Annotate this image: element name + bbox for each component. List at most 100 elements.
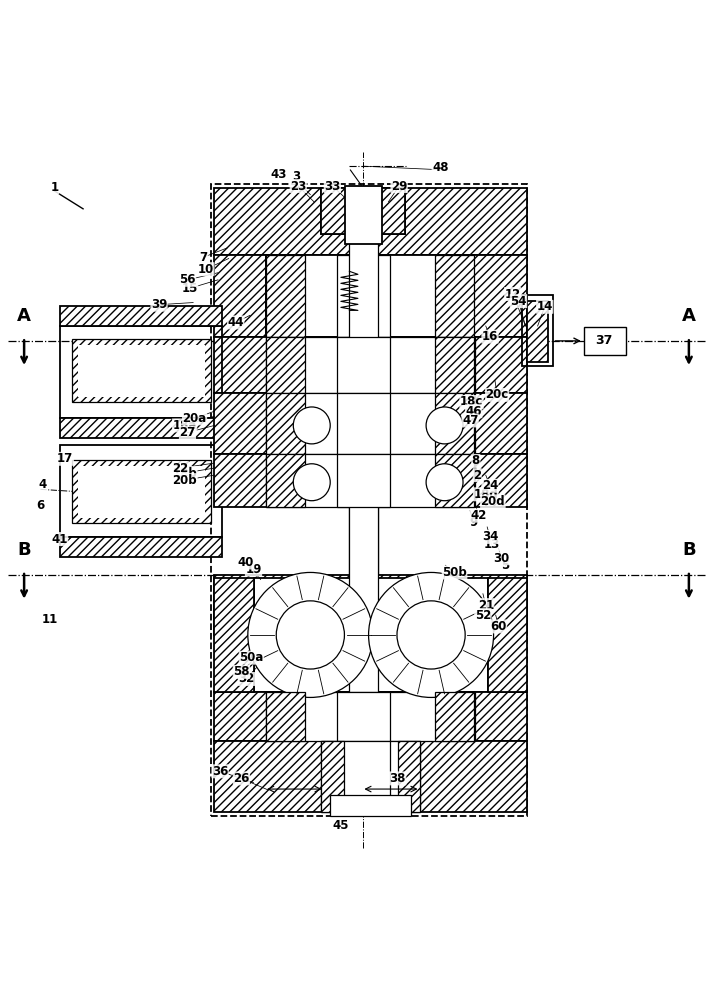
- Text: 60: 60: [491, 620, 507, 633]
- Bar: [321, 188, 405, 234]
- Bar: [73, 339, 211, 402]
- Bar: [522, 295, 553, 366]
- Text: 34: 34: [482, 530, 498, 543]
- Bar: [435, 692, 473, 741]
- Text: 45: 45: [333, 819, 349, 832]
- Circle shape: [397, 601, 465, 669]
- Text: 4: 4: [39, 478, 47, 491]
- Text: 20c: 20c: [486, 388, 509, 401]
- Text: 37: 37: [595, 334, 613, 347]
- Text: 1: 1: [51, 181, 58, 194]
- Text: 13: 13: [483, 538, 500, 551]
- Circle shape: [426, 464, 463, 501]
- Bar: [215, 255, 265, 337]
- Text: 9: 9: [470, 516, 478, 529]
- Bar: [61, 326, 222, 418]
- Circle shape: [293, 407, 330, 444]
- Text: 18a: 18a: [173, 419, 197, 432]
- Text: 38: 38: [389, 772, 406, 785]
- Text: 24: 24: [482, 479, 498, 492]
- Bar: [73, 460, 211, 523]
- Text: 18c: 18c: [460, 395, 483, 408]
- Text: 15: 15: [181, 282, 198, 295]
- Text: 50a: 50a: [239, 651, 264, 664]
- Text: 18d: 18d: [473, 488, 498, 501]
- Text: 58: 58: [233, 665, 250, 678]
- Bar: [265, 337, 304, 393]
- Bar: [78, 345, 205, 397]
- Bar: [321, 741, 421, 812]
- Bar: [398, 741, 421, 812]
- Bar: [265, 692, 304, 741]
- Text: 29: 29: [391, 180, 407, 193]
- Text: B: B: [17, 541, 31, 559]
- Circle shape: [248, 572, 373, 697]
- Bar: [215, 454, 527, 507]
- Bar: [215, 741, 527, 812]
- Text: 30: 30: [493, 552, 510, 565]
- Text: 21: 21: [478, 599, 494, 612]
- Text: 32: 32: [238, 672, 255, 685]
- Text: 23: 23: [290, 180, 307, 193]
- Circle shape: [276, 601, 344, 669]
- Text: 42: 42: [471, 509, 487, 522]
- Bar: [215, 578, 254, 692]
- Text: 22: 22: [173, 462, 188, 475]
- Text: 56: 56: [179, 273, 195, 286]
- Text: 2: 2: [473, 469, 481, 482]
- Bar: [254, 578, 488, 692]
- Bar: [321, 741, 344, 812]
- Bar: [265, 393, 475, 454]
- Text: 8: 8: [472, 454, 480, 467]
- Bar: [337, 337, 390, 393]
- Text: 14: 14: [536, 300, 553, 313]
- Text: 10: 10: [198, 263, 214, 276]
- Bar: [78, 466, 205, 518]
- Bar: [265, 255, 304, 337]
- Bar: [345, 186, 382, 244]
- Text: 54: 54: [511, 295, 527, 308]
- Text: 5: 5: [501, 559, 510, 572]
- Circle shape: [369, 572, 493, 697]
- Bar: [265, 692, 475, 741]
- Text: 50b: 50b: [442, 566, 467, 579]
- Bar: [265, 454, 304, 507]
- Bar: [265, 454, 475, 507]
- Text: 20a: 20a: [183, 412, 207, 425]
- Text: 18b: 18b: [173, 467, 197, 480]
- Bar: [211, 184, 527, 816]
- FancyBboxPatch shape: [584, 327, 626, 355]
- Text: 7: 7: [200, 251, 208, 264]
- Bar: [215, 337, 527, 393]
- Bar: [61, 306, 222, 326]
- Bar: [329, 795, 411, 816]
- Bar: [337, 741, 390, 812]
- Text: 6: 6: [36, 499, 45, 512]
- Bar: [265, 255, 473, 337]
- Bar: [435, 255, 473, 337]
- Bar: [473, 255, 527, 337]
- Text: 20d: 20d: [481, 495, 506, 508]
- Text: 43: 43: [270, 168, 287, 181]
- Circle shape: [293, 464, 330, 501]
- Text: 16: 16: [482, 330, 498, 343]
- Text: 26: 26: [233, 772, 250, 785]
- Text: 48: 48: [432, 161, 448, 174]
- Text: 11: 11: [41, 613, 58, 626]
- Text: 46: 46: [466, 405, 482, 418]
- Bar: [265, 393, 304, 454]
- Bar: [215, 575, 527, 635]
- Circle shape: [426, 407, 463, 444]
- Bar: [337, 454, 390, 507]
- Text: 44: 44: [227, 316, 244, 329]
- Text: 19: 19: [245, 563, 262, 576]
- Text: 36: 36: [212, 765, 228, 778]
- Text: B: B: [682, 541, 696, 559]
- Bar: [61, 537, 222, 557]
- Text: 17: 17: [57, 452, 73, 465]
- Bar: [435, 337, 473, 393]
- Text: A: A: [17, 307, 31, 325]
- Text: A: A: [682, 307, 696, 325]
- Bar: [527, 301, 548, 362]
- Text: 41: 41: [51, 533, 68, 546]
